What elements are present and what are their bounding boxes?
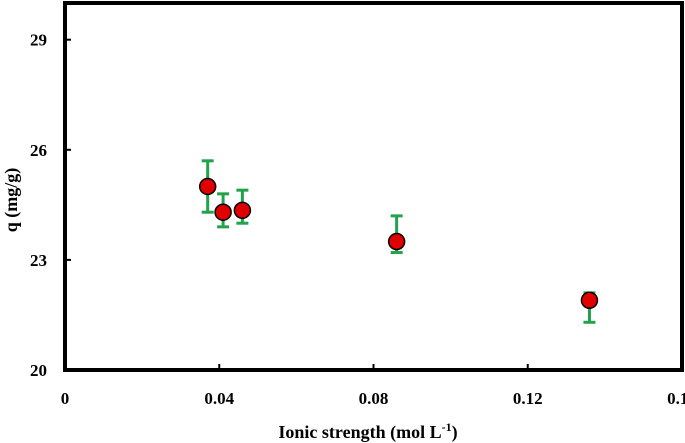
- y-tick-label: 26: [30, 141, 47, 160]
- y-axis-title: q (mg/g): [1, 168, 22, 233]
- data-points: [198, 177, 599, 310]
- y-axis-ticks: 20 23 26 29: [30, 31, 71, 380]
- data-point: [214, 203, 232, 221]
- y-tick-label: 23: [30, 251, 47, 270]
- y-tick-label: 29: [30, 31, 47, 50]
- y-tick-label: 20: [30, 361, 47, 380]
- x-tick-label: 0.08: [359, 389, 389, 408]
- plot-frame: [63, 1, 684, 372]
- x-tick-label: 0.12: [513, 389, 543, 408]
- x-tick-label: 0.16: [667, 389, 685, 408]
- x-axis-ticks: 0 0.04 0.08 0.12 0.16: [61, 364, 685, 408]
- data-point: [233, 201, 252, 220]
- x-tick-label: 0: [61, 389, 70, 408]
- data-point: [580, 291, 599, 310]
- data-point: [198, 177, 217, 196]
- x-tick-label: 0.04: [204, 389, 234, 408]
- x-axis-title: Ionic strength (mol L-1): [278, 420, 457, 443]
- data-point: [387, 232, 406, 251]
